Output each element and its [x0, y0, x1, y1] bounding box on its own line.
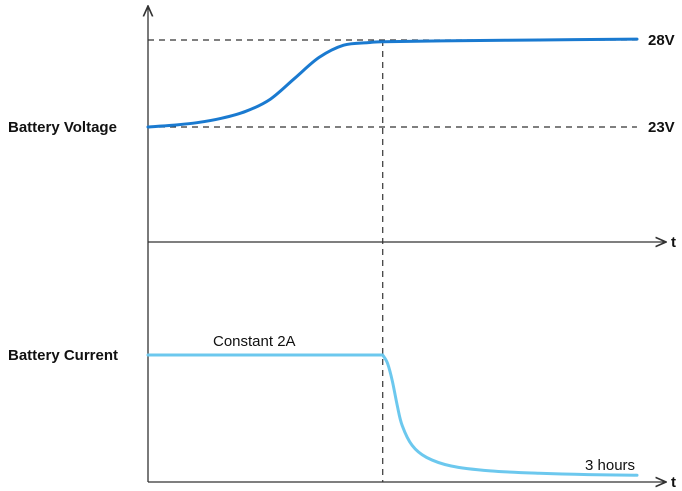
reference-label-23v: 23V	[648, 119, 675, 136]
top-x-axis-label: t	[671, 234, 676, 251]
reference-label-28v: 28V	[648, 32, 675, 49]
annotation-constant-current: Constant 2A	[213, 333, 296, 350]
current-series-line	[146, 353, 639, 477]
voltage-series-line	[146, 37, 639, 129]
current-axis-label: Battery Current	[8, 347, 118, 364]
bottom-x-axis-label: t	[671, 474, 676, 491]
voltage-axis-label: Battery Voltage	[8, 119, 117, 136]
annotation-duration: 3 hours	[585, 457, 635, 474]
